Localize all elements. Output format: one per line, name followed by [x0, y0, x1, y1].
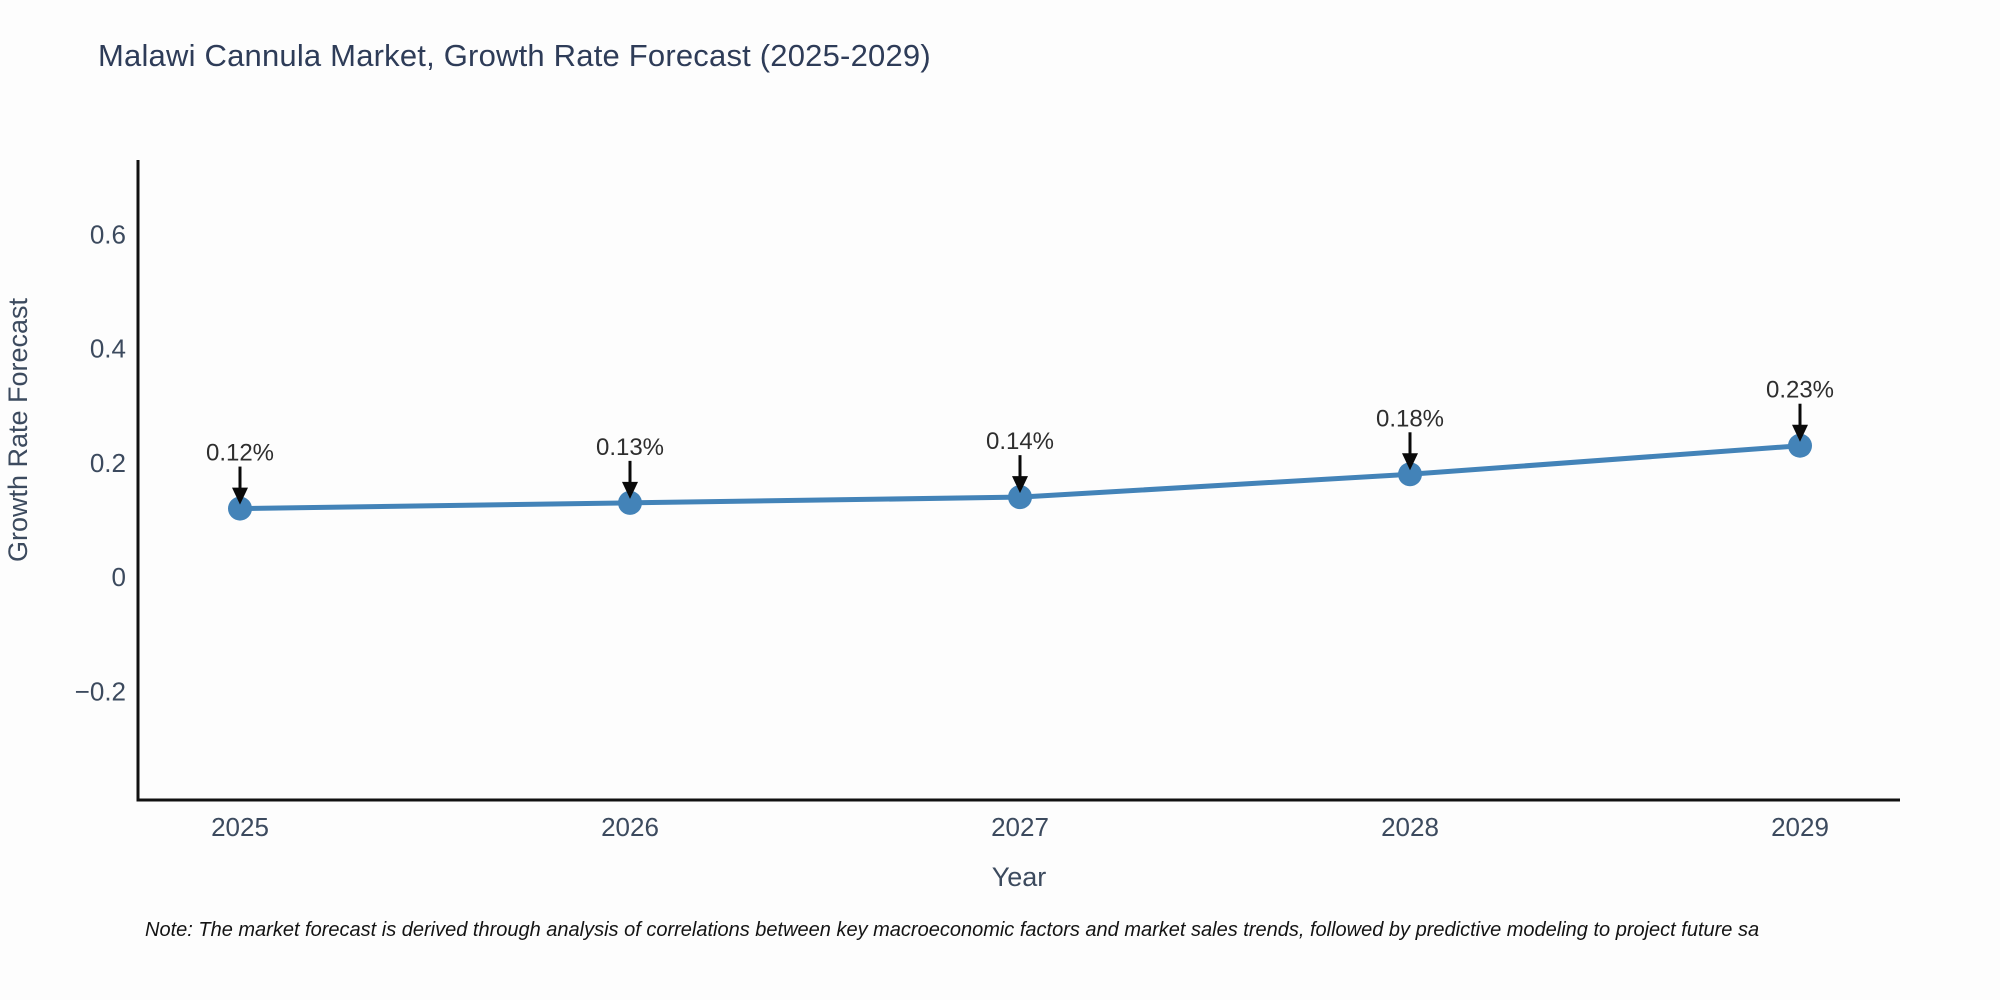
annotation-label: 0.12%: [206, 440, 274, 467]
data-point-marker: [1008, 485, 1032, 510]
annotation-arrow-head: [1792, 424, 1808, 442]
annotation-label: 0.14%: [986, 428, 1054, 455]
data-point-marker: [1398, 462, 1422, 487]
x-axis-title: Year: [992, 862, 1047, 892]
y-tick-label: 0.6: [90, 219, 126, 249]
x-tick-label: 2025: [211, 812, 269, 842]
annotation-arrow-head: [622, 481, 638, 499]
y-tick-label: 0.2: [90, 448, 126, 478]
y-axis-title: Growth Rate Forecast: [3, 297, 33, 562]
x-tick-label: 2028: [1381, 812, 1439, 842]
x-tick-label: 2029: [1771, 812, 1829, 842]
y-tick-label: 0.4: [90, 334, 126, 364]
chart-title: Malawi Cannula Market, Growth Rate Forec…: [98, 38, 931, 73]
x-tick-label: 2026: [601, 812, 659, 842]
annotation-label: 0.13%: [596, 434, 664, 461]
annotation-arrow-head: [1402, 453, 1418, 471]
y-tick-label: 0: [112, 562, 126, 592]
annotation-arrow-head: [1012, 476, 1028, 494]
axes-spines: [136, 160, 1900, 802]
annotation-label: 0.23%: [1766, 377, 1834, 404]
y-tick-label: −0.2: [75, 676, 126, 706]
annotation-label: 0.18%: [1376, 405, 1444, 432]
data-point-marker: [618, 490, 642, 515]
data-point-marker: [1788, 433, 1812, 458]
x-tick-label: 2027: [991, 812, 1049, 842]
data-point-marker: [228, 496, 252, 521]
annotation-arrow-head: [232, 487, 248, 505]
footnote: Note: The market forecast is derived thr…: [145, 919, 1760, 941]
